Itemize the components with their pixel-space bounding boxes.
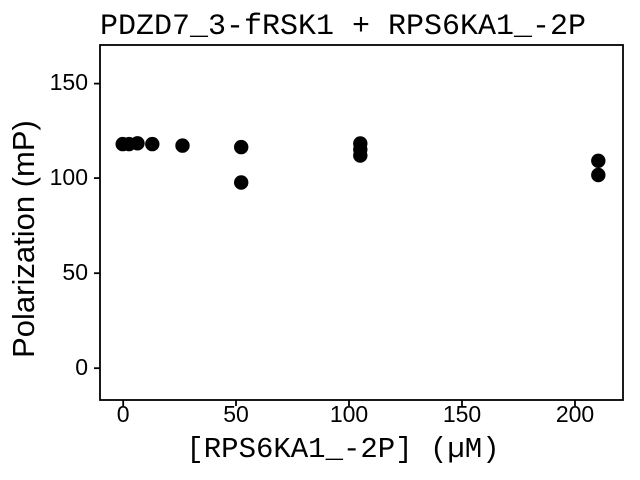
svg-text:50: 50 [62, 259, 88, 285]
svg-text:[RPS6KA1_-2P] (µM): [RPS6KA1_-2P] (µM) [186, 433, 499, 466]
svg-text:100: 100 [50, 164, 88, 190]
svg-text:100: 100 [330, 401, 368, 427]
svg-text:Polarization (mP): Polarization (mP) [6, 120, 41, 358]
svg-text:150: 150 [443, 401, 481, 427]
svg-text:50: 50 [223, 401, 249, 427]
svg-text:150: 150 [50, 69, 88, 95]
svg-text:0: 0 [117, 401, 130, 427]
svg-text:PDZD7_3-fRSK1 + RPS6KA1_-2P: PDZD7_3-fRSK1 + RPS6KA1_-2P [100, 10, 586, 44]
svg-text:200: 200 [556, 401, 594, 427]
svg-text:0: 0 [75, 354, 88, 380]
